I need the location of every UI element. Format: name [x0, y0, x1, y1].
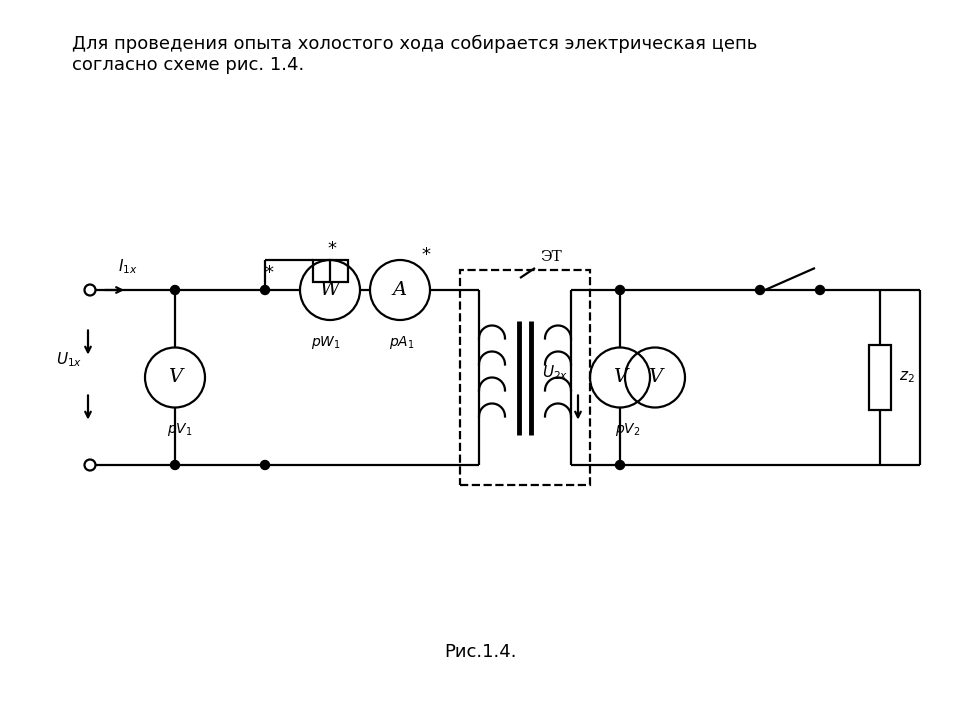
- Circle shape: [260, 461, 270, 469]
- Circle shape: [756, 286, 764, 294]
- Text: $рV_1$: $рV_1$: [167, 421, 193, 438]
- Circle shape: [260, 286, 270, 294]
- Text: V: V: [648, 369, 662, 387]
- Circle shape: [615, 461, 625, 469]
- Circle shape: [171, 286, 180, 294]
- Circle shape: [615, 286, 625, 294]
- Text: W: W: [320, 281, 340, 299]
- Text: Для проведения опыта холостого хода собирается электрическая цепь
согласно схеме: Для проведения опыта холостого хода соби…: [72, 35, 757, 74]
- Text: $рА_1$: $рА_1$: [389, 334, 415, 351]
- Circle shape: [815, 286, 825, 294]
- Text: *: *: [421, 246, 430, 264]
- Bar: [460, 270, 590, 485]
- Text: $I_{1x}$: $I_{1x}$: [118, 257, 138, 276]
- Text: *: *: [327, 240, 337, 258]
- Text: $U_{2x}$: $U_{2x}$: [541, 363, 568, 382]
- Text: Рис.1.4.: Рис.1.4.: [444, 643, 516, 661]
- Bar: [869, 345, 891, 410]
- Text: $рV_2$: $рV_2$: [615, 421, 640, 438]
- Circle shape: [171, 461, 180, 469]
- Text: $рW_1$: $рW_1$: [311, 334, 341, 351]
- Text: A: A: [393, 281, 407, 299]
- Text: V: V: [168, 369, 182, 387]
- Text: $z_2$: $z_2$: [899, 369, 915, 385]
- Text: $U_{1x}$: $U_{1x}$: [56, 350, 82, 369]
- Bar: [313, 260, 348, 282]
- Text: *: *: [265, 264, 274, 282]
- Text: V: V: [612, 369, 627, 387]
- Text: ЭТ: ЭТ: [540, 250, 562, 264]
